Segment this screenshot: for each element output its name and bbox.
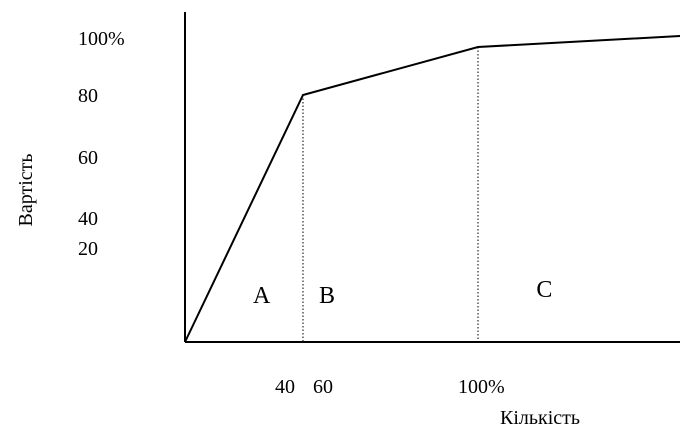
x-tick-label: 60 [313, 376, 333, 398]
y-tick-label: 100% [78, 28, 125, 50]
y-axis-label: Вартість [15, 154, 37, 227]
y-tick-labels: 100% 80 60 40 20 [78, 28, 125, 260]
x-tick-label: 40 [275, 376, 295, 398]
zone-label-b: B [319, 283, 335, 309]
x-tick-label: 100% [458, 376, 505, 398]
boundary-lines [302, 47, 479, 342]
y-tick-label: 40 [78, 208, 98, 230]
y-tick-label: 80 [78, 85, 98, 107]
cumulative-curve [184, 35, 680, 343]
curve-line [184, 35, 680, 343]
zone-label-c: C [536, 277, 552, 303]
y-tick-label: 60 [78, 147, 98, 169]
x-tick-labels: 40 60 100% [275, 376, 505, 398]
y-tick-label: 20 [78, 238, 98, 260]
zone-labels: A B C [253, 277, 552, 309]
x-axis-label: Кількість [500, 407, 580, 429]
zone-label-a: A [253, 283, 271, 309]
